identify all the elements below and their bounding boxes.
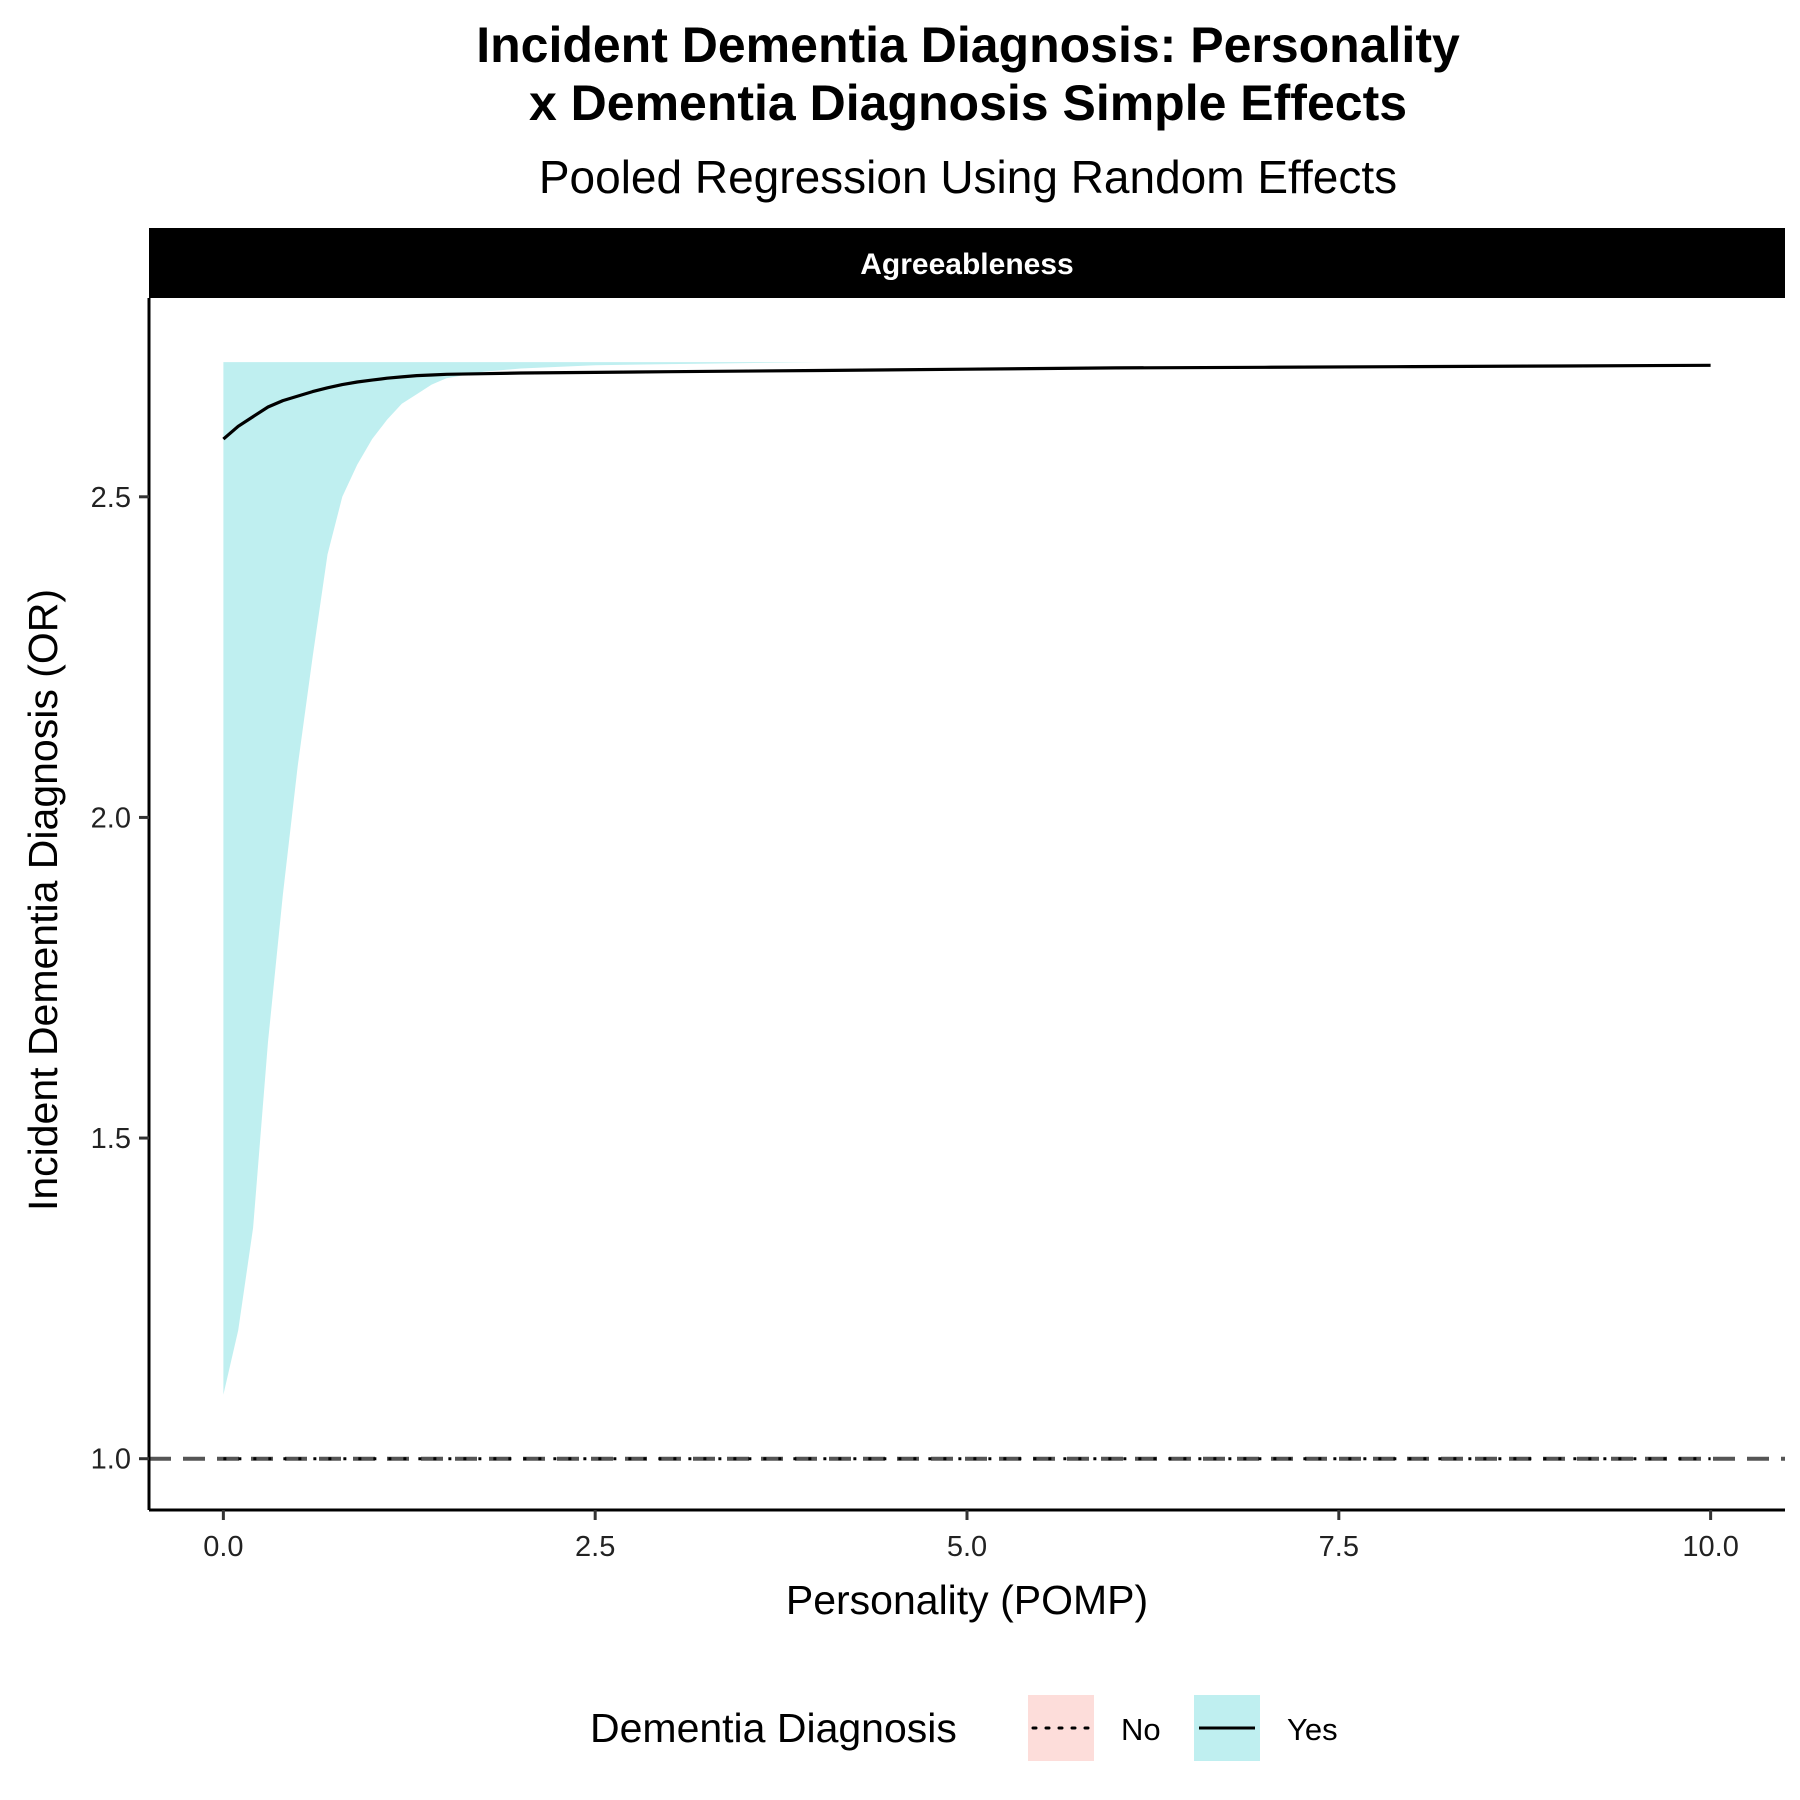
y-axis-title: Incident Dementia Diagnosis (OR) bbox=[20, 589, 66, 1211]
chart-title-line-1: Incident Dementia Diagnosis: Personality bbox=[476, 17, 1460, 73]
legend-label-no: No bbox=[1121, 1712, 1161, 1747]
chart-subtitle: Pooled Regression Using Random Effects bbox=[539, 151, 1397, 203]
x-axis-title: Personality (POMP) bbox=[786, 1577, 1148, 1623]
y-tick-label: 1.5 bbox=[91, 1123, 131, 1155]
x-tick-label: 10.0 bbox=[1682, 1531, 1738, 1563]
x-tick-label: 5.0 bbox=[947, 1531, 987, 1563]
chart-title-line-2: x Dementia Diagnosis Simple Effects bbox=[529, 75, 1407, 131]
plot-background bbox=[149, 298, 1785, 1510]
x-tick-label: 2.5 bbox=[575, 1531, 615, 1563]
y-tick-label: 2.0 bbox=[91, 802, 131, 834]
y-axis-ticks: 1.0 1.5 2.0 2.5 bbox=[91, 482, 149, 1476]
y-tick-label: 1.0 bbox=[91, 1444, 131, 1476]
legend-title: Dementia Diagnosis bbox=[590, 1705, 957, 1751]
legend-label-yes: Yes bbox=[1287, 1712, 1338, 1747]
x-tick-label: 0.0 bbox=[203, 1531, 243, 1563]
x-axis-ticks: 0.0 2.5 5.0 7.5 10.0 bbox=[203, 1510, 1739, 1563]
legend: Dementia Diagnosis No Yes bbox=[590, 1695, 1338, 1761]
facet-strip bbox=[149, 228, 1785, 298]
y-tick-label: 2.5 bbox=[91, 482, 131, 514]
facet-strip-label: Agreeableness bbox=[860, 248, 1073, 281]
series-line-yes bbox=[222, 363, 1711, 441]
plot-panel bbox=[149, 298, 1785, 1510]
x-tick-label: 7.5 bbox=[1319, 1531, 1359, 1563]
